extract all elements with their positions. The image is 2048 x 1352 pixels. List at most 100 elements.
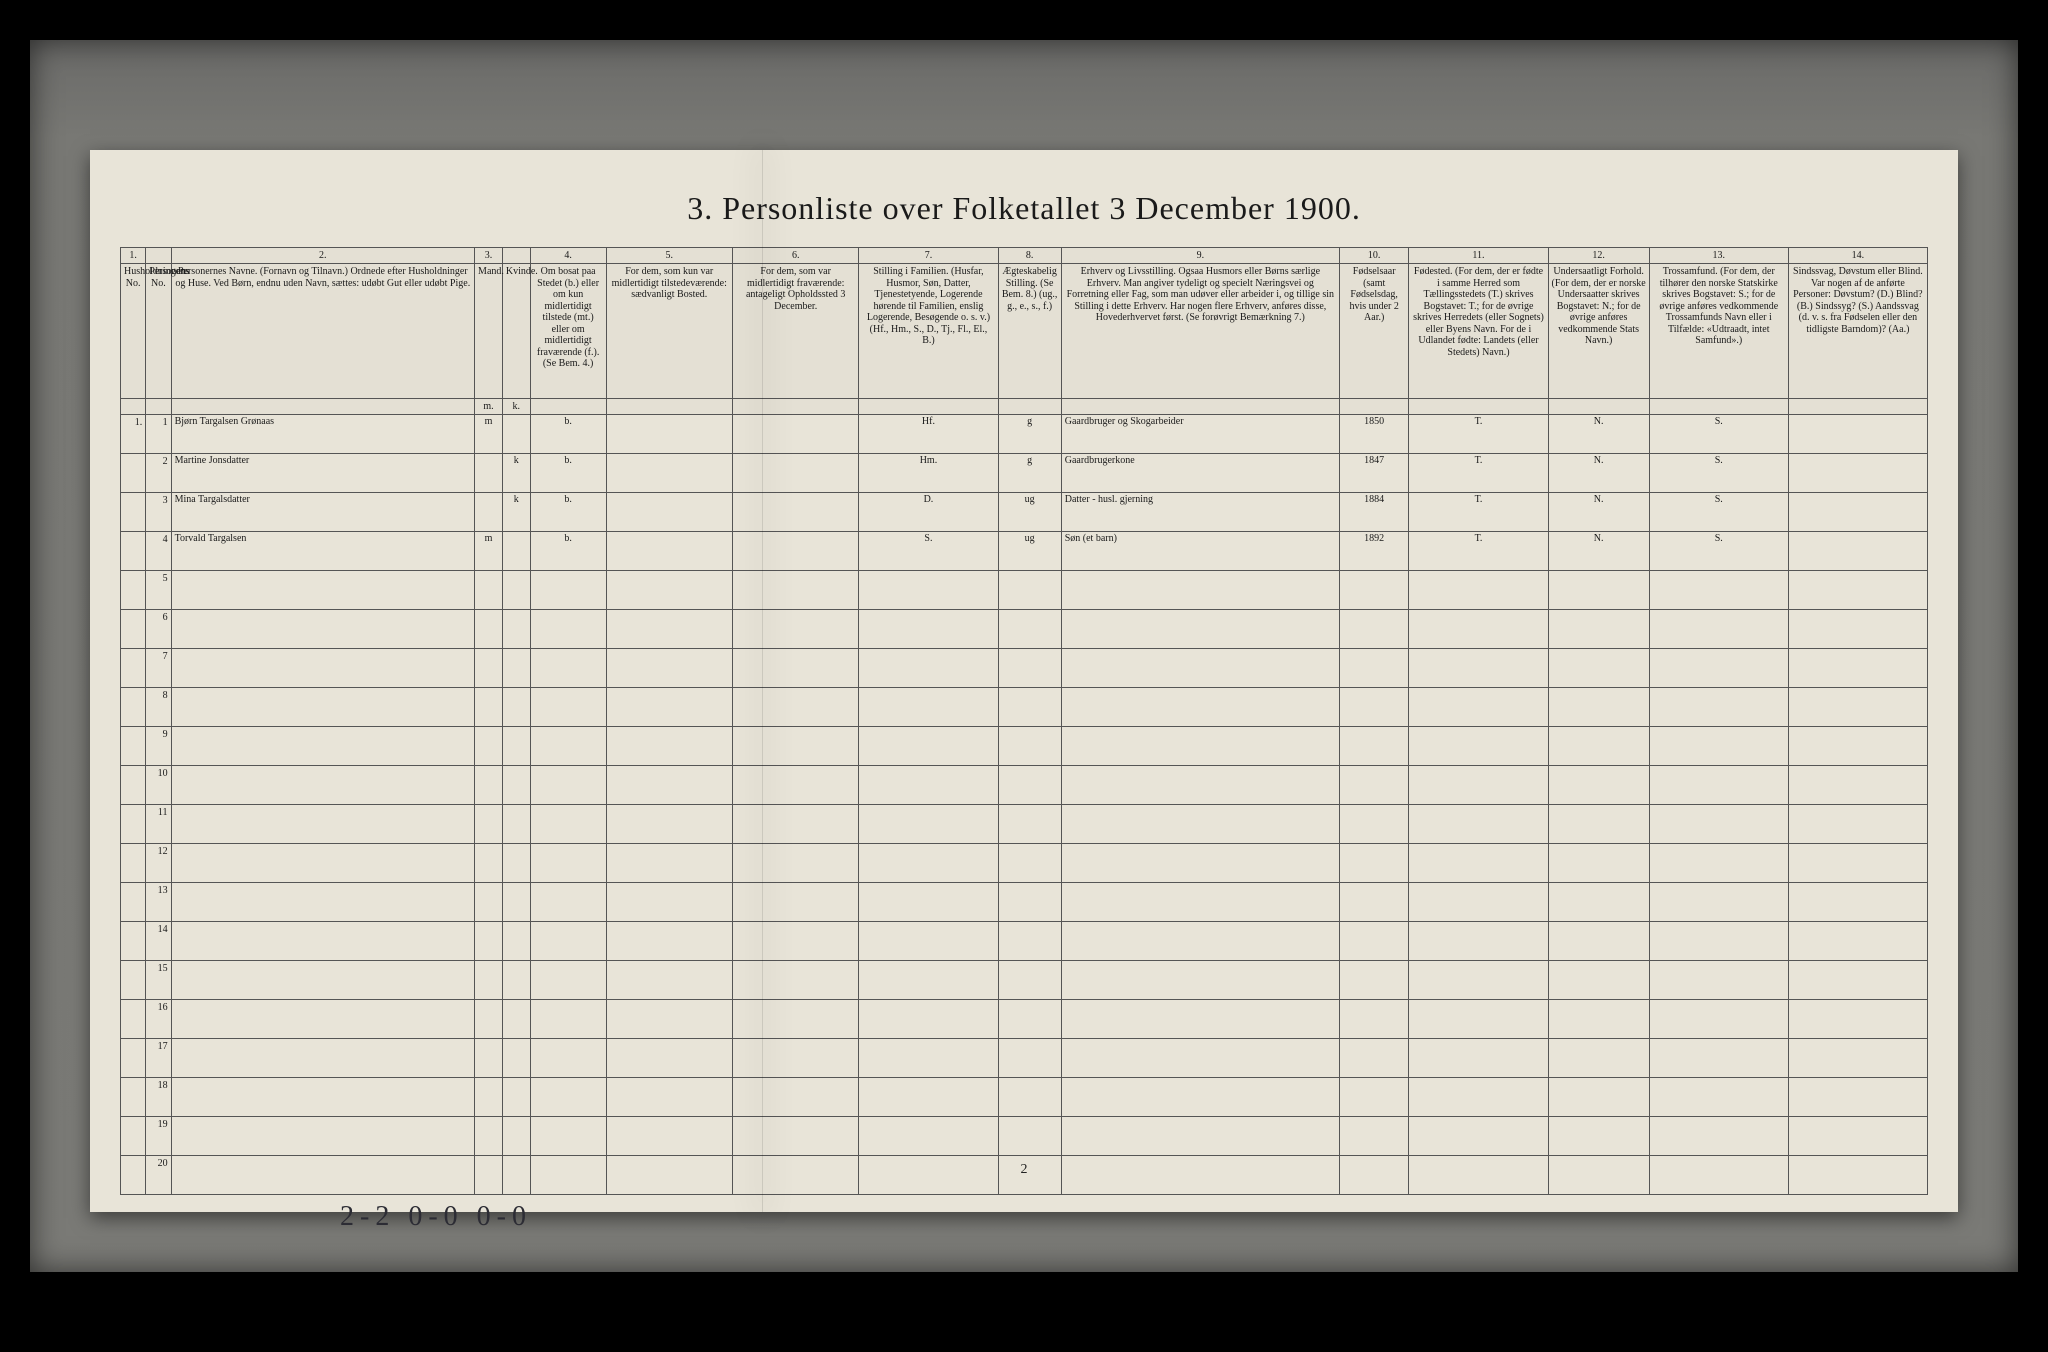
row-number: 19 bbox=[146, 1117, 171, 1156]
cell bbox=[998, 883, 1061, 922]
cell bbox=[1061, 883, 1339, 922]
cell bbox=[171, 610, 474, 649]
cell bbox=[732, 844, 858, 883]
cell bbox=[475, 1117, 503, 1156]
col-head: Trossamfund. (For dem, der tilhører den … bbox=[1649, 264, 1788, 399]
cell bbox=[1788, 454, 1927, 493]
cell: Gaardbrugerkone bbox=[1061, 454, 1339, 493]
cell bbox=[1649, 922, 1788, 961]
cell bbox=[1409, 610, 1548, 649]
cell bbox=[1339, 1156, 1409, 1195]
cell bbox=[1409, 1078, 1548, 1117]
cell bbox=[732, 649, 858, 688]
cell bbox=[1548, 844, 1649, 883]
cell: T. bbox=[1409, 454, 1548, 493]
cell bbox=[475, 688, 503, 727]
cell bbox=[1409, 805, 1548, 844]
cell bbox=[1061, 1117, 1339, 1156]
cell bbox=[530, 805, 606, 844]
cell: k bbox=[502, 454, 530, 493]
cell bbox=[1788, 532, 1927, 571]
cell bbox=[475, 922, 503, 961]
cell bbox=[530, 844, 606, 883]
cell bbox=[1409, 766, 1548, 805]
cell bbox=[1409, 649, 1548, 688]
cell bbox=[502, 688, 530, 727]
cell: S. bbox=[859, 532, 998, 571]
cell bbox=[1788, 649, 1927, 688]
row-number: 7 bbox=[146, 649, 171, 688]
table-row: 15 bbox=[121, 961, 1928, 1000]
col-num: 12. bbox=[1548, 248, 1649, 264]
cell bbox=[998, 1039, 1061, 1078]
cell bbox=[859, 688, 998, 727]
col-num: 4. bbox=[530, 248, 606, 264]
row-number: 14 bbox=[146, 922, 171, 961]
col-head: For dem, som kun var midlertidigt tilste… bbox=[606, 264, 732, 399]
cell bbox=[530, 1117, 606, 1156]
cell bbox=[530, 961, 606, 1000]
cell bbox=[171, 766, 474, 805]
col-sub bbox=[1061, 399, 1339, 415]
cell bbox=[1548, 1039, 1649, 1078]
col-head: Kvinde. bbox=[502, 264, 530, 399]
cell bbox=[1788, 571, 1927, 610]
cell bbox=[1409, 727, 1548, 766]
cell bbox=[530, 1000, 606, 1039]
cell: N. bbox=[1548, 415, 1649, 454]
cell bbox=[121, 1000, 146, 1039]
cell bbox=[1061, 1000, 1339, 1039]
cell: 1884 bbox=[1339, 493, 1409, 532]
ledger-page: 3. Personliste over Folketallet 3 Decemb… bbox=[90, 150, 1958, 1212]
cell: b. bbox=[530, 415, 606, 454]
col-sub bbox=[146, 399, 171, 415]
cell bbox=[121, 688, 146, 727]
col-num: 13. bbox=[1649, 248, 1788, 264]
col-num: 2. bbox=[171, 248, 474, 264]
cell bbox=[606, 727, 732, 766]
cell: m bbox=[475, 532, 503, 571]
cell bbox=[1788, 922, 1927, 961]
table-row: 9 bbox=[121, 727, 1928, 766]
cell bbox=[171, 1039, 474, 1078]
cell bbox=[859, 610, 998, 649]
cell bbox=[475, 961, 503, 1000]
cell bbox=[606, 961, 732, 1000]
cell bbox=[1061, 610, 1339, 649]
cell bbox=[502, 922, 530, 961]
cell bbox=[530, 1156, 606, 1195]
cell bbox=[530, 883, 606, 922]
cell bbox=[171, 688, 474, 727]
cell bbox=[1409, 688, 1548, 727]
cell bbox=[121, 571, 146, 610]
table-row: 10 bbox=[121, 766, 1928, 805]
row-number: 13 bbox=[146, 883, 171, 922]
cell: Martine Jonsdatter bbox=[171, 454, 474, 493]
footer-handwriting: 2-2 0-0 0-0 bbox=[120, 1201, 1928, 1233]
table-row: 19 bbox=[121, 1117, 1928, 1156]
cell bbox=[732, 454, 858, 493]
cell bbox=[732, 610, 858, 649]
cell bbox=[1061, 649, 1339, 688]
cell bbox=[1061, 766, 1339, 805]
row-number: 2 bbox=[146, 454, 171, 493]
cell: T. bbox=[1409, 493, 1548, 532]
cell bbox=[732, 1000, 858, 1039]
cell bbox=[1548, 1156, 1649, 1195]
table-row: 11 bbox=[121, 805, 1928, 844]
row-number bbox=[121, 532, 146, 571]
book-spine bbox=[762, 150, 763, 1212]
cell: ug bbox=[998, 532, 1061, 571]
cell bbox=[1788, 961, 1927, 1000]
cell bbox=[121, 805, 146, 844]
col-head: Undersaatligt Forhold. (For dem, der er … bbox=[1548, 264, 1649, 399]
col-sub: m. bbox=[475, 399, 503, 415]
cell bbox=[1409, 922, 1548, 961]
table-row: 1.1Bjørn Targalsen Grønaasmb.Hf.gGaardbr… bbox=[121, 415, 1928, 454]
cell: T. bbox=[1409, 532, 1548, 571]
cell bbox=[1548, 571, 1649, 610]
cell: g bbox=[998, 454, 1061, 493]
row-number bbox=[121, 454, 146, 493]
cell bbox=[859, 844, 998, 883]
cell: 1892 bbox=[1339, 532, 1409, 571]
